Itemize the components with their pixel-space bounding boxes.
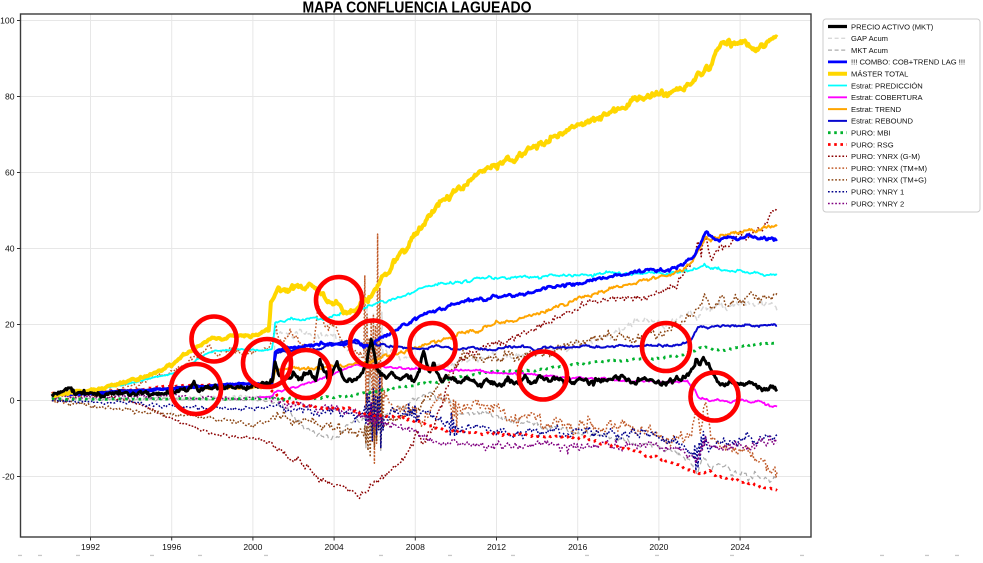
svg-text:2012: 2012: [487, 542, 506, 552]
svg-text:Estrat: COBERTURA: Estrat: COBERTURA: [851, 93, 924, 102]
svg-text:2024: 2024: [731, 542, 750, 552]
svg-text:2000: 2000: [243, 542, 262, 552]
svg-text:100: 100: [0, 16, 15, 26]
svg-text:!!! COMBO: COB+TREND LAG !!!: !!! COMBO: COB+TREND LAG !!!: [851, 58, 965, 67]
svg-text:1992: 1992: [81, 542, 100, 552]
svg-text:PURO: YNRX (TM+G): PURO: YNRX (TM+G): [851, 176, 927, 185]
svg-text:-20: -20: [2, 472, 15, 482]
svg-text:GAP Acum: GAP Acum: [851, 34, 888, 43]
svg-text:2004: 2004: [325, 542, 344, 552]
svg-text:60: 60: [5, 168, 15, 178]
svg-text:2020: 2020: [649, 542, 668, 552]
svg-text:PURO: YNRY 1: PURO: YNRY 1: [851, 188, 904, 197]
svg-text:1996: 1996: [162, 542, 181, 552]
svg-text:Estrat: TREND: Estrat: TREND: [851, 105, 902, 114]
svg-text:2008: 2008: [406, 542, 425, 552]
svg-text:20: 20: [5, 320, 15, 330]
svg-text:MAPA CONFLUENCIA LAGUEADO: MAPA CONFLUENCIA LAGUEADO: [303, 0, 532, 17]
svg-text:40: 40: [5, 244, 15, 254]
svg-text:PURO: YNRY 2: PURO: YNRY 2: [851, 199, 904, 208]
svg-text:80: 80: [5, 92, 15, 102]
svg-text:MÁSTER TOTAL: MÁSTER TOTAL: [851, 70, 908, 79]
svg-text:PRECIO ACTIVO (MKT): PRECIO ACTIVO (MKT): [851, 22, 934, 31]
svg-text:PURO: YNRX (TM+M): PURO: YNRX (TM+M): [851, 164, 927, 173]
svg-text:Estrat: REBOUND: Estrat: REBOUND: [851, 117, 914, 126]
svg-text:PURO: MBI: PURO: MBI: [851, 129, 891, 138]
svg-text:2016: 2016: [568, 542, 587, 552]
svg-text:0: 0: [10, 396, 15, 406]
svg-text:Estrat: PREDICCIÓN: Estrat: PREDICCIÓN: [851, 81, 923, 90]
svg-text:PURO: RSG: PURO: RSG: [851, 140, 894, 149]
svg-text:PURO: YNRX (G-M): PURO: YNRX (G-M): [851, 152, 921, 161]
svg-text:MKT Acum: MKT Acum: [851, 46, 888, 55]
